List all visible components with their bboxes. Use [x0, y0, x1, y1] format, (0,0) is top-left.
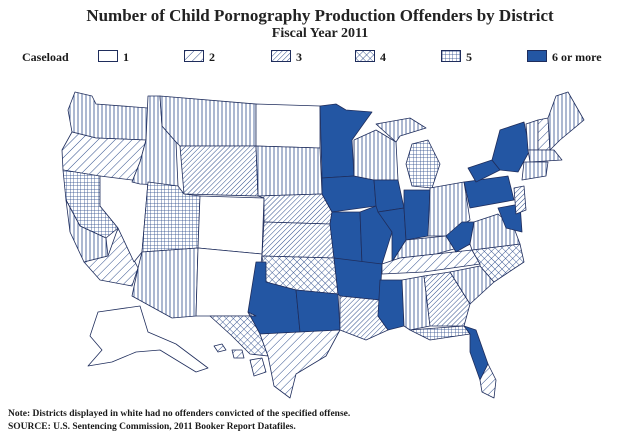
district-iowa — [321, 175, 377, 213]
district-indiana — [403, 189, 431, 241]
district-hawaii-3 — [249, 357, 267, 377]
district-colorado — [197, 195, 265, 255]
legend-label-2: 2 — [209, 50, 215, 64]
district-nebraska — [257, 193, 333, 225]
legend-swatch-2 — [184, 50, 204, 62]
district-texas-east — [295, 289, 341, 333]
legend-swatch-1 — [98, 50, 118, 62]
district-illinois-north — [373, 179, 405, 213]
district-georgia — [423, 271, 471, 327]
legend-swatch-6 — [527, 50, 547, 62]
legend-swatch-3 — [271, 50, 291, 62]
district-texas-south — [259, 329, 341, 399]
legend-label-3: 3 — [296, 50, 302, 64]
district-map — [61, 91, 585, 399]
district-alabama — [401, 275, 431, 331]
district-north-dakota — [255, 103, 321, 149]
district-florida-south — [479, 363, 497, 399]
legend-title: Caseload — [22, 50, 69, 64]
legend-label-5: 5 — [466, 50, 472, 64]
district-mississippi — [377, 279, 405, 331]
district-maine — [547, 91, 585, 151]
district-pennsylvania — [463, 175, 515, 209]
district-alaska — [87, 305, 209, 373]
legend: Caseload 1 2 3 4 5 6 or more — [22, 49, 622, 67]
legend-swatch-5 — [441, 50, 461, 62]
district-missouri-west — [329, 211, 363, 265]
footnote: Note: Districts displayed in white had n… — [8, 409, 351, 419]
district-new-jersey — [513, 185, 527, 215]
source-line: SOURCE: U.S. Sentencing Commission, 2011… — [8, 422, 296, 432]
map-subtitle: Fiscal Year 2011 — [271, 26, 369, 41]
legend-swatch-4 — [355, 50, 375, 62]
legend-label-1: 1 — [123, 50, 129, 64]
map-title: Number of Child Pornography Production O… — [86, 6, 554, 25]
district-michigan-lower — [405, 139, 441, 189]
district-new-york-north — [491, 121, 531, 173]
district-massachusetts — [527, 149, 563, 163]
district-vermont — [525, 119, 539, 151]
legend-label-4: 4 — [380, 50, 386, 64]
district-kansas — [261, 221, 335, 259]
district-connecticut — [521, 161, 549, 181]
district-south-dakota — [255, 145, 323, 197]
district-wyoming — [179, 145, 259, 197]
district-arkansas — [333, 257, 383, 301]
district-montana — [159, 95, 257, 147]
district-michigan-upper — [375, 117, 427, 143]
legend-label-6: 6 or more — [552, 50, 602, 64]
district-arizona — [131, 247, 199, 319]
district-hawaii-2 — [231, 349, 245, 359]
district-washington — [67, 91, 149, 141]
district-hawaii-1 — [213, 343, 227, 353]
